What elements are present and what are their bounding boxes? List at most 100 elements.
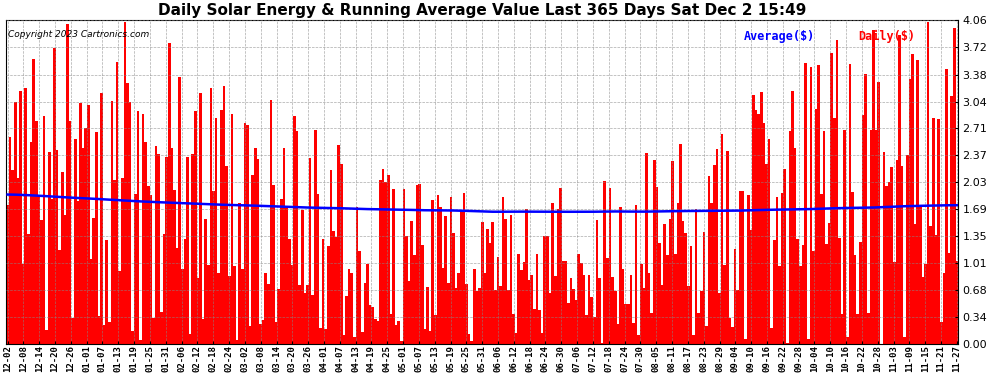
Bar [533, 309, 536, 344]
Bar [744, 339, 746, 344]
Bar [424, 328, 426, 344]
Bar [746, 195, 749, 344]
Bar [864, 74, 867, 344]
Bar [676, 203, 679, 344]
Bar [658, 243, 661, 344]
Bar [856, 314, 859, 344]
Bar [617, 324, 619, 344]
Bar [475, 291, 478, 344]
Bar [740, 191, 742, 344]
Bar [340, 164, 343, 344]
Bar [585, 315, 588, 344]
Bar [314, 130, 317, 344]
Bar [518, 254, 520, 344]
Bar [244, 123, 247, 344]
Bar [647, 273, 650, 344]
Bar [437, 195, 440, 344]
Bar [119, 271, 121, 344]
Bar [457, 273, 460, 344]
Bar [526, 209, 528, 344]
Bar [888, 182, 890, 344]
Bar [765, 164, 768, 344]
Bar [635, 206, 638, 344]
Bar [325, 329, 327, 344]
Bar [272, 185, 275, 344]
Bar [205, 219, 207, 344]
Bar [330, 170, 333, 344]
Bar [839, 238, 841, 344]
Bar [429, 331, 432, 344]
Bar [162, 234, 165, 344]
Title: Daily Solar Energy & Running Average Value Last 365 Days Sat Dec 2 15:49: Daily Solar Energy & Running Average Val… [158, 3, 807, 18]
Bar [173, 190, 176, 344]
Bar [400, 341, 403, 344]
Bar [6, 206, 9, 344]
Bar [940, 322, 942, 344]
Bar [452, 233, 454, 344]
Bar [539, 310, 541, 344]
Bar [392, 189, 395, 344]
Bar [904, 338, 906, 344]
Bar [726, 151, 729, 344]
Bar [815, 110, 818, 344]
Bar [687, 286, 690, 344]
Bar [650, 313, 653, 344]
Bar [867, 313, 869, 344]
Bar [551, 203, 554, 344]
Bar [812, 251, 815, 344]
Bar [43, 116, 46, 344]
Bar [350, 273, 353, 344]
Bar [947, 253, 950, 344]
Bar [374, 319, 376, 344]
Bar [775, 197, 778, 344]
Bar [906, 155, 909, 344]
Bar [434, 315, 437, 344]
Bar [742, 191, 744, 344]
Bar [682, 221, 684, 344]
Bar [223, 86, 226, 344]
Bar [288, 239, 290, 344]
Bar [293, 116, 296, 344]
Bar [473, 269, 475, 344]
Bar [140, 340, 142, 344]
Bar [833, 118, 836, 344]
Bar [74, 139, 76, 344]
Bar [231, 114, 233, 344]
Bar [802, 246, 804, 344]
Bar [69, 121, 71, 344]
Bar [160, 312, 162, 344]
Bar [267, 284, 269, 344]
Bar [481, 222, 483, 344]
Bar [30, 142, 33, 344]
Bar [489, 243, 491, 344]
Bar [831, 53, 833, 344]
Text: Average($): Average($) [744, 30, 815, 43]
Bar [259, 324, 261, 344]
Bar [804, 63, 807, 344]
Bar [41, 220, 43, 344]
Bar [103, 325, 105, 344]
Bar [536, 254, 539, 344]
Bar [178, 77, 181, 344]
Bar [17, 178, 19, 344]
Bar [705, 326, 708, 344]
Bar [440, 207, 442, 344]
Bar [697, 313, 700, 344]
Bar [419, 184, 421, 344]
Bar [590, 297, 593, 344]
Bar [236, 339, 239, 344]
Bar [426, 286, 429, 344]
Bar [465, 284, 468, 344]
Bar [661, 285, 663, 344]
Bar [828, 223, 831, 344]
Bar [189, 334, 191, 344]
Bar [666, 255, 668, 344]
Bar [97, 316, 100, 344]
Bar [145, 142, 148, 344]
Bar [483, 273, 486, 344]
Bar [79, 103, 82, 344]
Bar [105, 240, 108, 344]
Bar [296, 131, 298, 344]
Bar [411, 221, 413, 344]
Bar [823, 131, 826, 344]
